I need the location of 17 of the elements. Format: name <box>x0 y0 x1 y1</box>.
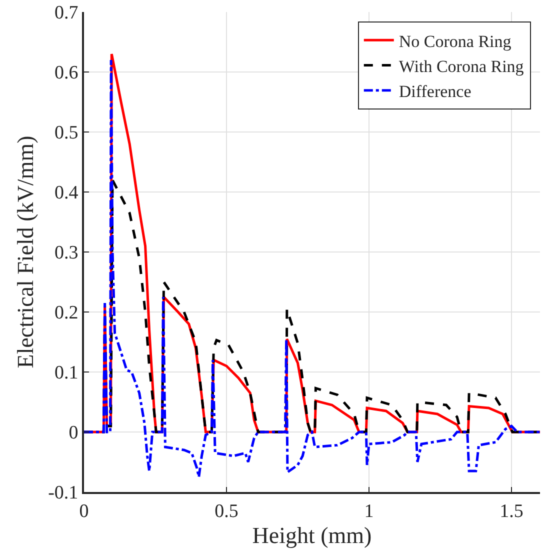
y-tick-label: 0.7 <box>54 2 78 24</box>
x-tick-label: 0.5 <box>214 500 238 522</box>
y-tick-label: -0.1 <box>48 482 78 504</box>
y-tick-label: 0.3 <box>54 242 78 264</box>
y-axis-title: Electrical Field (kV/mm) <box>13 136 38 368</box>
y-tick-label: 0.4 <box>54 182 79 204</box>
x-axis-title: Height (mm) <box>252 522 372 548</box>
x-tick-label: 1.5 <box>500 500 524 522</box>
y-tick-label: 0.5 <box>54 122 78 144</box>
legend-label: With Corona Ring <box>398 56 524 76</box>
x-tick-label: 1 <box>364 500 374 522</box>
legend-label: No Corona Ring <box>398 32 512 51</box>
y-tick-label: 0 <box>68 422 78 444</box>
y-tick-label: 0.2 <box>54 302 78 324</box>
y-tick-label: 0.6 <box>54 62 78 84</box>
legend-label: Difference <box>398 82 472 101</box>
y-tick-label: 0.1 <box>54 362 78 384</box>
